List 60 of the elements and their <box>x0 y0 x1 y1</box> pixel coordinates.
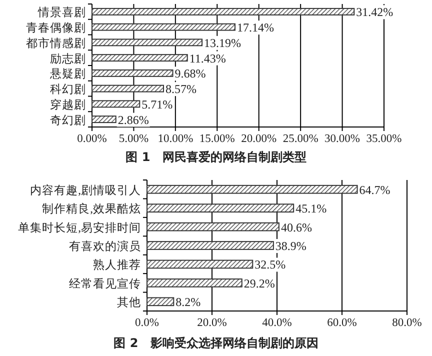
y-tick-label: 单集时长短,易安排时间 <box>18 220 141 234</box>
x-tick-label: 80.0% <box>392 317 422 329</box>
bar <box>92 100 140 108</box>
bar <box>146 222 280 232</box>
x-tick-label: 40.0% <box>262 317 292 329</box>
bar <box>92 8 355 16</box>
y-tick-label: 熟人推荐 <box>93 258 141 272</box>
data-label: 29.2% <box>244 276 275 290</box>
data-label: 32.5% <box>254 258 286 272</box>
data-label: 2.86% <box>118 112 149 127</box>
x-tick-label: 10.00% <box>158 133 194 145</box>
y-tick-label: 情景喜剧 <box>37 6 86 20</box>
bar <box>146 278 242 288</box>
y-tick-label: 内容有趣,剧情吸引人 <box>30 182 141 197</box>
data-label: 8.2% <box>176 295 201 310</box>
y-tick-label: 励志剧 <box>50 52 86 66</box>
x-tick-label: 20.00% <box>241 133 277 145</box>
x-tick-label: 35.00% <box>366 133 402 145</box>
y-tick-label: 都市情感剧 <box>26 36 86 50</box>
bar <box>92 116 116 124</box>
bar <box>92 69 174 77</box>
data-label: 9.68% <box>174 66 206 81</box>
bar <box>146 241 274 250</box>
bar <box>92 38 203 46</box>
y-tick-label: 有喜欢的演员 <box>69 239 141 253</box>
bar <box>146 297 174 306</box>
data-label: 40.6% <box>280 220 312 234</box>
data-label: 11.43% <box>189 51 226 66</box>
x-tick-label: 0.00% <box>77 133 108 145</box>
y-tick-label: 奇幻剧 <box>50 114 86 127</box>
bar <box>146 184 358 194</box>
data-label: 5.71% <box>142 97 173 112</box>
data-label: 38.9% <box>275 239 306 253</box>
y-tick-label: 制作精良,效果酷炫 <box>42 202 141 216</box>
y-tick-label: 悬疑剧 <box>49 68 86 81</box>
data-label: 8.57% <box>166 82 196 96</box>
bar <box>146 260 254 269</box>
x-tick-label: 0.0% <box>135 317 160 329</box>
x-tick-label: 20.0% <box>197 317 228 329</box>
data-label: 13.19% <box>204 36 242 50</box>
data-label: 17.14% <box>236 20 274 35</box>
y-tick-label: 穿越剧 <box>50 97 86 112</box>
x-tick-label: 30.00% <box>324 133 360 145</box>
y-tick-label: 经常看见宣传 <box>69 276 141 290</box>
data-label: 45.1% <box>296 202 327 216</box>
x-tick-label: 25.00% <box>282 133 319 145</box>
x-tick-label: 15.00% <box>199 133 236 145</box>
x-tick-label: 60.0% <box>327 317 358 329</box>
bar <box>146 204 294 212</box>
bar <box>92 54 188 62</box>
y-tick-label: 其他 <box>117 296 141 310</box>
text: 图 2 影响受众选择网络自制剧的原因 <box>114 336 318 350</box>
text: 图 1 网民喜爱的网络自制剧类型 <box>126 150 306 164</box>
y-tick-label: 青春偶像剧 <box>26 22 86 35</box>
data-label: 31.42% <box>356 5 394 20</box>
data-label: 64.7% <box>359 182 390 197</box>
bar <box>92 23 236 31</box>
y-tick-label: 科幻剧 <box>50 83 86 96</box>
bar <box>92 84 164 92</box>
x-tick-label: 5.00% <box>118 133 149 145</box>
